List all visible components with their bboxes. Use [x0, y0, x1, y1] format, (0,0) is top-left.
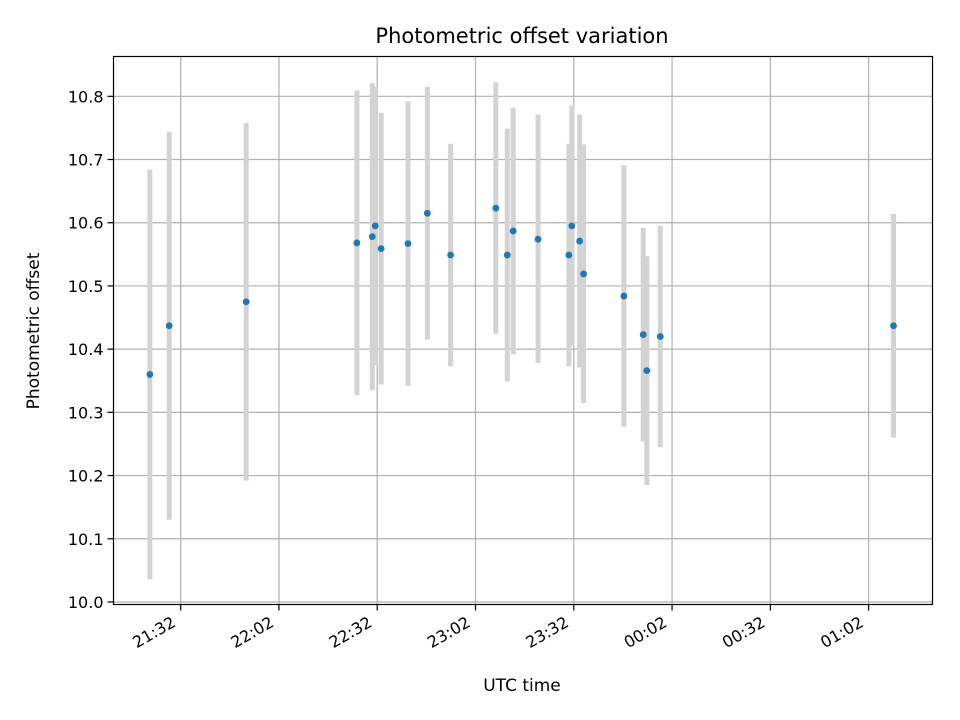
data-point: [165, 322, 173, 330]
data-point: [643, 367, 651, 375]
data-point: [534, 235, 542, 243]
data-point: [404, 240, 412, 247]
data-point: [377, 245, 385, 253]
data-point: [146, 371, 154, 378]
data-point: [568, 222, 576, 230]
data-point: [503, 251, 511, 259]
y-tick-label: 10.3: [68, 403, 104, 422]
data-point: [371, 222, 379, 230]
data-point: [368, 233, 376, 241]
data-point: [620, 292, 628, 300]
y-axis: 10.0 10.1 10.2 10.3 10.4 10.5 10.6 10.7 10.8: [68, 87, 114, 612]
y-tick-label: 10.1: [68, 530, 104, 549]
y-tick-label: 10.8: [68, 87, 104, 106]
data-point: [423, 209, 431, 217]
y-axis-label: Photometric offset: [24, 252, 44, 409]
plot-frame: [112, 55, 934, 606]
x-axis-label: UTC time: [483, 676, 561, 696]
y-tick-label: 10.6: [68, 214, 104, 233]
y-tick-label: 10.0: [68, 593, 104, 612]
y-tick-label: 10.4: [68, 340, 104, 359]
data-point: [353, 239, 361, 247]
y-tick-label: 10.5: [68, 277, 104, 296]
data-point: [639, 331, 647, 339]
data-point: [447, 251, 455, 259]
data-point: [565, 251, 573, 259]
y-tick-label: 10.2: [68, 467, 104, 486]
grid: [113, 56, 933, 605]
data-point: [242, 298, 250, 306]
data-points: [146, 204, 897, 378]
data-point: [580, 270, 588, 278]
data-point: [890, 322, 897, 330]
chart-title: Photometric offset variation: [375, 24, 668, 48]
data-point: [576, 237, 584, 245]
data-point: [656, 333, 664, 340]
data-point: [492, 204, 500, 212]
data-point: [509, 227, 517, 235]
y-tick-label: 10.7: [68, 151, 104, 170]
